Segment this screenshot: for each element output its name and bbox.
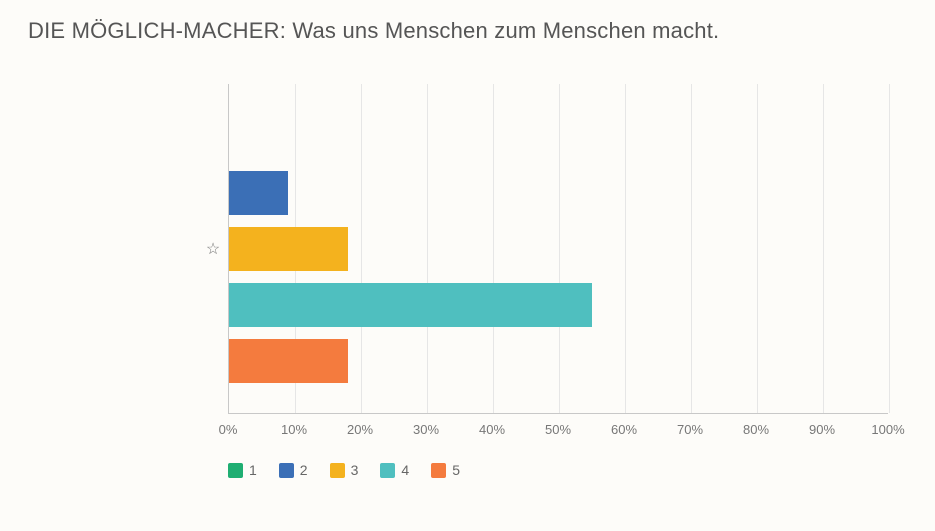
legend-swatch (380, 463, 395, 478)
chart-legend: 1 2 3 4 5 (228, 462, 907, 478)
x-tick-label: 10% (281, 422, 307, 437)
gridline (757, 84, 758, 413)
legend-label: 5 (452, 462, 460, 478)
legend-item-5[interactable]: 5 (431, 462, 460, 478)
legend-label: 4 (401, 462, 409, 478)
legend-swatch (228, 463, 243, 478)
x-tick-label: 90% (809, 422, 835, 437)
bar-series-4 (229, 283, 592, 327)
x-tick-label: 60% (611, 422, 637, 437)
gridline (625, 84, 626, 413)
x-tick-label: 50% (545, 422, 571, 437)
gridline (691, 84, 692, 413)
x-tick-label: 20% (347, 422, 373, 437)
bar-series-5 (229, 339, 348, 383)
page-root: DIE MÖGLICH-MACHER: Was uns Menschen zum… (0, 0, 935, 478)
x-tick-label: 40% (479, 422, 505, 437)
gridline (361, 84, 362, 413)
legend-item-3[interactable]: 3 (330, 462, 359, 478)
legend-item-2[interactable]: 2 (279, 462, 308, 478)
gridline (889, 84, 890, 413)
legend-label: 1 (249, 462, 257, 478)
x-axis-ticks: 0%10%20%30%40%50%60%70%80%90%100% (228, 422, 888, 452)
x-tick-label: 100% (871, 422, 904, 437)
gridline (493, 84, 494, 413)
x-tick-label: 0% (219, 422, 238, 437)
legend-swatch (330, 463, 345, 478)
chart-container: ☆ 0%10%20%30%40%50%60%70%80%90%100% (228, 84, 888, 452)
x-tick-label: 30% (413, 422, 439, 437)
legend-label: 3 (351, 462, 359, 478)
bar-series-2 (229, 171, 288, 215)
x-tick-label: 70% (677, 422, 703, 437)
legend-swatch (431, 463, 446, 478)
bar-series-3 (229, 227, 348, 271)
x-tick-label: 80% (743, 422, 769, 437)
legend-item-1[interactable]: 1 (228, 462, 257, 478)
y-axis-label: ☆ (203, 239, 223, 259)
legend-item-4[interactable]: 4 (380, 462, 409, 478)
gridline (823, 84, 824, 413)
gridline (559, 84, 560, 413)
legend-swatch (279, 463, 294, 478)
gridline (427, 84, 428, 413)
legend-label: 2 (300, 462, 308, 478)
chart-title: DIE MÖGLICH-MACHER: Was uns Menschen zum… (28, 18, 907, 44)
plot-area: ☆ (228, 84, 888, 414)
